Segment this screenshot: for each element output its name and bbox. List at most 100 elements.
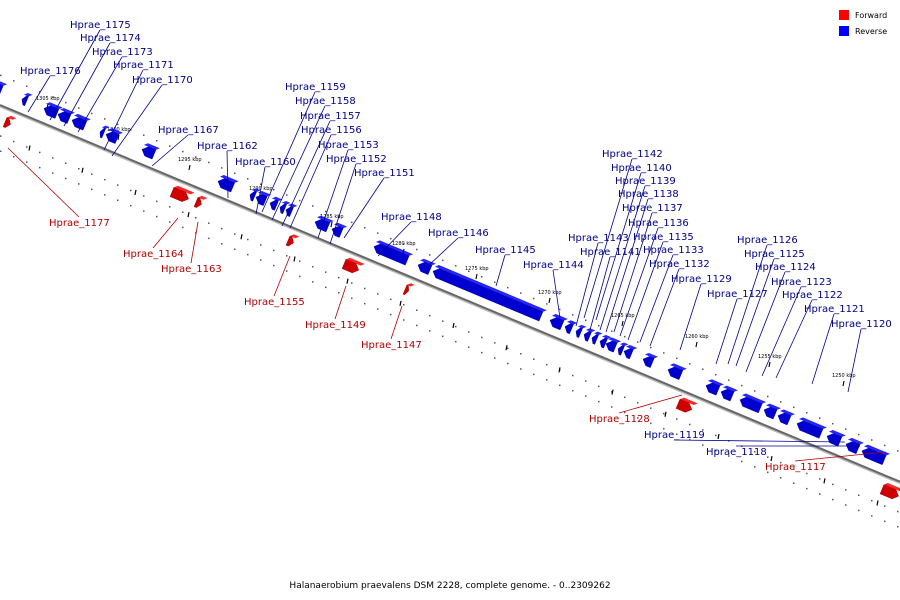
scale-tick-label: 1260 kbp xyxy=(685,334,709,340)
reverse-gene-arrow[interactable] xyxy=(719,384,738,402)
gene-label-text[interactable]: Hprae_1167 xyxy=(158,125,219,136)
reverse-gene-arrow[interactable] xyxy=(98,124,110,139)
gene-label-text[interactable]: Hprae_1177 xyxy=(49,218,110,229)
reverse-gene-label: Hprae_1138 xyxy=(605,189,679,333)
gene-label-text[interactable]: Hprae_1170 xyxy=(132,75,193,86)
reverse-gene-arrow[interactable] xyxy=(70,113,91,132)
forward-gene-arrow[interactable] xyxy=(341,257,365,276)
gene-label-text[interactable]: Hprae_1133 xyxy=(643,245,704,256)
gene-label-text[interactable]: Hprae_1147 xyxy=(361,340,422,351)
gene-label-text[interactable]: Hprae_1132 xyxy=(649,259,710,270)
reverse-gene-arrow[interactable] xyxy=(416,258,436,276)
track-dot-forward xyxy=(416,309,418,311)
gene-label-text[interactable]: Hprae_1123 xyxy=(771,277,832,288)
reverse-gene-arrow[interactable] xyxy=(582,327,596,342)
reverse-gene-arrow[interactable] xyxy=(762,402,781,420)
reverse-gene-arrow[interactable] xyxy=(42,101,63,120)
gene-label-text[interactable]: Hprae_1128 xyxy=(589,414,650,425)
forward-gene-arrow[interactable] xyxy=(879,482,900,502)
reverse-gene-arrow[interactable] xyxy=(616,341,629,356)
reverse-gene-arrow[interactable] xyxy=(574,324,587,339)
gene-label-text[interactable]: Hprae_1141 xyxy=(580,247,641,258)
reverse-gene-arrow[interactable] xyxy=(372,239,414,266)
reverse-gene-arrow[interactable] xyxy=(563,319,578,335)
track-dot-reverse xyxy=(0,74,2,77)
reverse-gene-arrow[interactable] xyxy=(622,344,638,360)
reverse-gene-arrow[interactable] xyxy=(431,264,547,322)
reverse-gene-arrow[interactable] xyxy=(0,79,8,96)
track-dot-reverse xyxy=(364,227,366,229)
gene-label-text[interactable]: Hprae_1159 xyxy=(285,82,346,93)
gene-label-text[interactable]: Hprae_1124 xyxy=(755,262,816,273)
forward-gene-arrow[interactable] xyxy=(169,185,195,205)
reverse-gene-arrow[interactable] xyxy=(216,174,239,193)
reverse-gene-arrow[interactable] xyxy=(20,92,33,107)
gene-label-text[interactable]: Hprae_1158 xyxy=(295,96,356,107)
reverse-gene-arrow[interactable] xyxy=(666,362,687,381)
gene-label-text[interactable]: Hprae_1160 xyxy=(235,157,296,168)
gene-label-text[interactable]: Hprae_1152 xyxy=(326,154,387,165)
reverse-gene-arrow[interactable] xyxy=(860,443,890,465)
gene-label-text[interactable]: Hprae_1138 xyxy=(618,189,679,200)
reverse-gene-arrow[interactable] xyxy=(590,330,603,345)
gene-label-text[interactable]: Hprae_1146 xyxy=(428,228,489,239)
gene-label-text[interactable]: Hprae_1153 xyxy=(318,140,379,151)
reverse-gene-arrow[interactable] xyxy=(738,392,767,414)
reverse-gene-arrow[interactable] xyxy=(704,378,724,396)
gene-label-text[interactable]: Hprae_1149 xyxy=(305,320,366,331)
gene-label-text[interactable]: Hprae_1174 xyxy=(80,33,141,44)
gene-label-text[interactable]: Hprae_1120 xyxy=(831,319,892,330)
gene-label-text[interactable]: Hprae_1140 xyxy=(611,163,672,174)
gene-label-text[interactable]: Hprae_1151 xyxy=(354,168,415,179)
gene-label-text[interactable]: Hprae_1155 xyxy=(244,297,305,308)
gene-label-text[interactable]: Hprae_1164 xyxy=(123,249,184,260)
forward-gene-arrow[interactable] xyxy=(193,195,208,210)
reverse-gene-arrow[interactable] xyxy=(598,334,612,349)
reverse-gene-arrow[interactable] xyxy=(844,437,864,455)
gene-label-text[interactable]: Hprae_1156 xyxy=(301,125,362,136)
gene-label-text[interactable]: Hprae_1119 xyxy=(644,430,705,441)
gene-label-text[interactable]: Hprae_1142 xyxy=(602,149,663,160)
gene-label-text[interactable]: Hprae_1176 xyxy=(20,66,81,77)
reverse-gene-arrow[interactable] xyxy=(140,142,160,160)
gene-label-text[interactable]: Hprae_1173 xyxy=(92,47,153,58)
gene-label-text[interactable]: Hprae_1125 xyxy=(744,249,805,260)
gene-label-text[interactable]: Hprae_1139 xyxy=(615,176,676,187)
gene-label-text[interactable]: Hprae_1122 xyxy=(782,290,843,301)
gene-label-text[interactable]: Hprae_1127 xyxy=(707,289,768,300)
reverse-gene-arrow[interactable] xyxy=(278,200,291,215)
reverse-gene-arrow[interactable] xyxy=(268,196,283,212)
gene-label-text[interactable]: Hprae_1137 xyxy=(622,203,683,214)
gene-label-text[interactable]: Hprae_1163 xyxy=(161,264,222,275)
gene-label-text[interactable]: Hprae_1126 xyxy=(737,235,798,246)
gene-label-text[interactable]: Hprae_1129 xyxy=(671,274,732,285)
reverse-gene-arrow[interactable] xyxy=(254,190,272,207)
track-dot-reverse xyxy=(897,450,899,452)
forward-gene-arrow[interactable] xyxy=(675,396,698,415)
gene-label-text[interactable]: Hprae_1135 xyxy=(633,232,694,243)
reverse-gene-arrow[interactable] xyxy=(825,429,846,448)
forward-gene-arrow[interactable] xyxy=(2,115,17,130)
forward-gene-arrow[interactable] xyxy=(402,282,415,297)
reverse-gene-arrow[interactable] xyxy=(248,187,261,202)
forward-gene-arrow[interactable] xyxy=(285,233,300,248)
gene-label-text[interactable]: Hprae_1157 xyxy=(300,111,361,122)
scale-tick-mark xyxy=(346,278,349,284)
gene-label-text[interactable]: Hprae_1175 xyxy=(70,20,131,31)
gene-label-text[interactable]: Hprae_1118 xyxy=(706,447,767,458)
gene-label-text[interactable]: Hprae_1171 xyxy=(113,60,174,71)
reverse-gene-arrow[interactable] xyxy=(795,416,827,439)
gene-label-text[interactable]: Hprae_1121 xyxy=(804,304,865,315)
reverse-gene-arrow[interactable] xyxy=(104,127,123,145)
gene-label-text[interactable]: Hprae_1136 xyxy=(628,218,689,229)
gene-label-text[interactable]: Hprae_1143 xyxy=(568,233,629,244)
reverse-gene-arrow[interactable] xyxy=(548,313,568,331)
gene-label-text[interactable]: Hprae_1144 xyxy=(523,260,584,271)
reverse-gene-arrow[interactable] xyxy=(604,336,622,353)
gene-label-text[interactable]: Hprae_1148 xyxy=(381,212,442,223)
gene-label-text[interactable]: Hprae_1162 xyxy=(197,141,258,152)
gene-label-text[interactable]: Hprae_1117 xyxy=(765,462,826,473)
reverse-gene-arrow[interactable] xyxy=(641,352,659,369)
reverse-gene-arrow[interactable] xyxy=(776,408,795,426)
gene-label-text[interactable]: Hprae_1145 xyxy=(475,245,536,256)
